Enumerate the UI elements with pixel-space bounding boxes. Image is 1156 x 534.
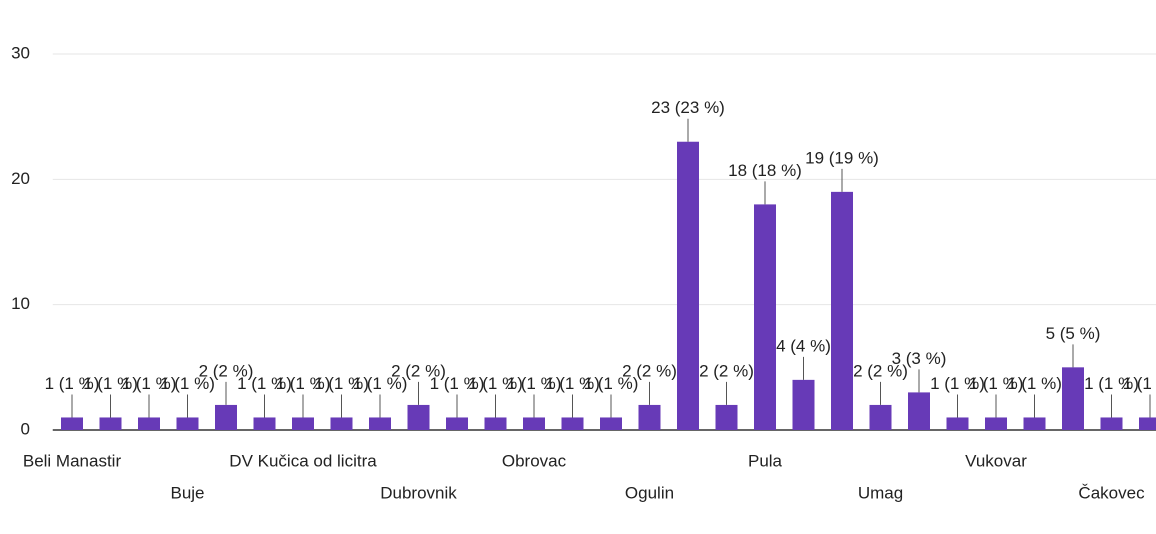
data-label: 1 (1 %) — [969, 374, 1024, 393]
bar — [946, 417, 969, 430]
data-label: 1 (1 %) — [83, 374, 138, 393]
data-label: 1 (1 %) — [584, 374, 639, 393]
bar — [754, 204, 776, 430]
x-tick-label: Vukovar — [965, 451, 1027, 470]
bar — [253, 417, 276, 430]
y-tick-label: 30 — [11, 43, 30, 62]
bar — [407, 404, 430, 430]
bar — [1100, 417, 1123, 430]
bar — [715, 404, 738, 430]
data-label: 1 (1 %) — [1007, 374, 1062, 393]
bar — [138, 417, 160, 430]
data-label: 2 (2 %) — [391, 361, 446, 380]
data-label: 4 (4 %) — [776, 336, 831, 355]
data-label: 3 (3 %) — [892, 349, 947, 368]
data-label: 2 (2 %) — [853, 361, 908, 380]
bar — [61, 417, 83, 430]
x-tick-label: DV Kučica od licitra — [229, 451, 377, 470]
bar — [638, 404, 661, 430]
bar — [1139, 417, 1156, 430]
data-label: 23 (23 %) — [651, 98, 725, 117]
y-tick-label: 0 — [21, 419, 30, 438]
data-label: 2 (2 %) — [699, 361, 754, 380]
data-label: 1 (1 %) — [160, 374, 215, 393]
data-label: 18 (18 %) — [728, 161, 802, 180]
data-label: 1 (1 %) — [545, 374, 600, 393]
bar — [869, 404, 892, 430]
y-tick-label: 10 — [11, 294, 30, 313]
bar — [330, 417, 353, 430]
y-tick-label: 20 — [11, 169, 30, 188]
data-label: 1 (1 %) — [930, 374, 985, 393]
x-tick-label: Ogulin — [625, 483, 674, 502]
bar — [446, 417, 468, 430]
x-tick-label: Buje — [170, 483, 204, 502]
data-label: 1 (1 %) — [430, 374, 485, 393]
bar — [831, 191, 853, 430]
bar — [677, 141, 699, 430]
bar — [215, 404, 237, 430]
data-label: 5 (5 %) — [1046, 324, 1101, 343]
bar — [523, 417, 545, 430]
x-tick-label: Obrovac — [502, 451, 567, 470]
data-label: 1 (1 %) — [237, 374, 292, 393]
data-label: 19 (19 %) — [805, 148, 879, 167]
bar — [99, 417, 122, 430]
data-label: 2 (2 %) — [199, 361, 254, 380]
x-tick-label: Čakovec — [1078, 483, 1145, 502]
bar — [792, 379, 815, 430]
x-tick-label: Umag — [858, 483, 903, 502]
data-label: 1 (1 %) — [353, 374, 408, 393]
data-label: 1 (1 %) — [468, 374, 523, 393]
bar — [600, 417, 622, 430]
x-tick-label: Pula — [748, 451, 783, 470]
data-label: 1 (1 %) — [122, 374, 177, 393]
data-label: 1 (1 %) — [1084, 374, 1139, 393]
bar — [292, 417, 314, 430]
bar — [176, 417, 199, 430]
x-tick-label: Beli Manastir — [23, 451, 122, 470]
data-label: 1 (1 %) — [314, 374, 369, 393]
x-tick-label: Dubrovnik — [380, 483, 457, 502]
data-label: 1 (1 %) — [45, 374, 100, 393]
data-label: 1 (1 %) — [276, 374, 331, 393]
data-label: 2 (2 %) — [622, 361, 677, 380]
bar — [1062, 367, 1084, 430]
data-label: 1 (1 %) — [507, 374, 562, 393]
bar — [484, 417, 507, 430]
bar — [369, 417, 391, 430]
bar — [908, 392, 930, 430]
bar — [985, 417, 1007, 430]
data-label: 1 (1 %) — [1123, 374, 1156, 393]
bar — [1023, 417, 1046, 430]
bar — [561, 417, 584, 430]
